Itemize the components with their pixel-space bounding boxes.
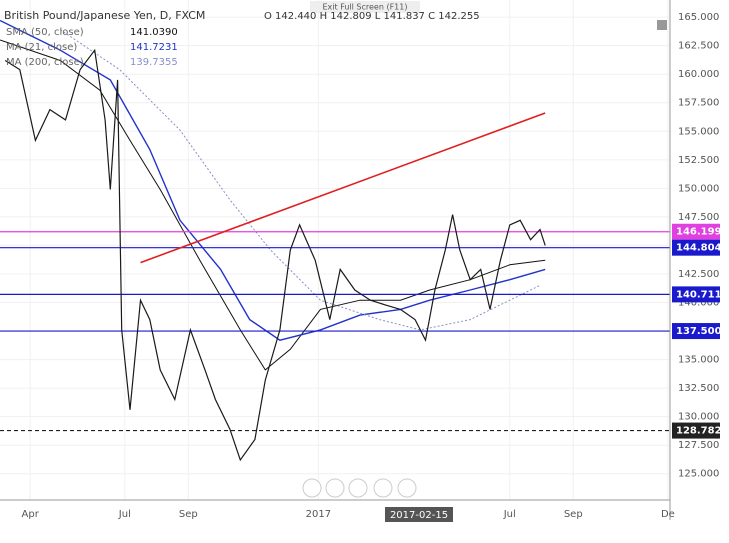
expand-button[interactable] xyxy=(657,20,667,30)
nav-right[interactable] xyxy=(397,478,417,498)
level-label: 146.199 xyxy=(676,227,722,238)
y-tick-label: 140.000 xyxy=(678,298,719,309)
x-tick-label: Jul xyxy=(118,509,131,520)
x-tick-label: 2017 xyxy=(306,509,331,520)
tooltip: Exit Full Screen (F11) xyxy=(323,3,408,12)
y-tick-label: 142.500 xyxy=(678,269,719,280)
x-tick-label: De xyxy=(661,509,675,520)
level-label: 140.711 xyxy=(676,289,722,300)
y-tick-label: 155.000 xyxy=(678,126,719,137)
x-tick-label: Sep xyxy=(179,509,198,520)
ma-line xyxy=(60,29,541,331)
ohlc: O 142.440 H 142.809 L 141.837 C 142.255 xyxy=(264,11,480,22)
y-tick-label: 160.000 xyxy=(678,69,719,80)
y-tick-label: 125.000 xyxy=(678,469,719,480)
x-tick-label: Sep xyxy=(564,509,583,520)
y-tick-label: 165.000 xyxy=(678,12,719,23)
y-tick-label: 152.500 xyxy=(678,155,719,166)
nav-buttons xyxy=(302,478,417,498)
reset[interactable] xyxy=(373,478,393,498)
zoom-in[interactable] xyxy=(348,478,368,498)
y-tick-label: 150.000 xyxy=(678,183,719,194)
y-tick-label: 147.500 xyxy=(678,212,719,223)
y-tick-label: 135.000 xyxy=(678,355,719,366)
level-box xyxy=(672,286,720,303)
chart-title[interactable]: British Pound/Japanese Yen, D, FXCM xyxy=(4,9,205,22)
tooltip-box xyxy=(310,1,420,13)
cursor-label: 2017-02-15 xyxy=(390,510,448,521)
level-box xyxy=(672,223,720,240)
x-tick-label: Jul xyxy=(503,509,516,520)
legend-value: 141.0390 xyxy=(130,27,178,38)
y-tick-label: 132.500 xyxy=(678,383,719,394)
x-tick-label: Apr xyxy=(22,509,40,520)
price-line xyxy=(4,48,546,462)
level-box xyxy=(672,239,720,256)
level-label: 144.804 xyxy=(676,243,722,254)
trendline xyxy=(140,112,546,264)
level-box xyxy=(672,323,720,340)
level-label: 137.500 xyxy=(676,326,722,337)
plot xyxy=(0,19,670,462)
ma-line xyxy=(0,19,546,341)
y-tick-label: 127.500 xyxy=(678,440,719,451)
legend-name: MA (21, close) xyxy=(6,42,77,53)
y-tick-label: 157.500 xyxy=(678,98,719,109)
legend-value: 141.7231 xyxy=(130,42,178,53)
y-tick-label: 162.500 xyxy=(678,41,719,52)
y-tick-label: 130.000 xyxy=(678,412,719,423)
cursor-box xyxy=(385,507,453,522)
nav-left[interactable] xyxy=(302,478,322,498)
level-label: 128.782 xyxy=(676,426,722,437)
level-box xyxy=(672,422,720,439)
legend-value: 139.7355 xyxy=(130,57,178,68)
legend-name: MA (200, close) xyxy=(6,57,84,68)
zoom-out[interactable] xyxy=(325,478,345,498)
legend-name: SMA (50, close) xyxy=(6,27,84,38)
